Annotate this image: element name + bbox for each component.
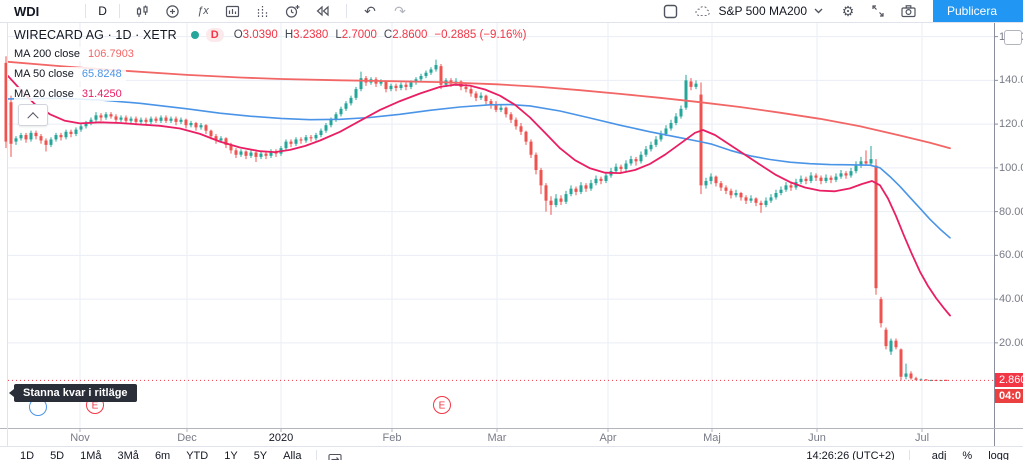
- chevron-up-icon: [27, 112, 39, 124]
- chart-style-candles-icon[interactable]: [131, 2, 155, 20]
- toolbar-divider: [908, 450, 910, 460]
- time-tick-label: Jul: [914, 432, 930, 444]
- stay-in-drawing-mode-tooltip: Stanna kvar i ritläge: [9, 384, 137, 402]
- ohlc-L: L2.7000: [335, 29, 377, 41]
- ohlc-H: H3.2380: [284, 29, 329, 41]
- chevron-down-icon: [814, 8, 823, 14]
- top-toolbar: WDI D ƒx: [0, 0, 1023, 23]
- symbol-button[interactable]: WDI: [14, 3, 40, 19]
- candlesticks: [4, 56, 948, 382]
- cloud-icon: [695, 6, 711, 17]
- interval-button[interactable]: D: [98, 4, 107, 18]
- range-button-1må[interactable]: 1Må: [80, 450, 102, 460]
- marker-dot-icon: [190, 31, 199, 39]
- ohlc-values: O3.0390 H3.2380 L2.7000 C2.8600 −0.2885 (−9.…: [234, 29, 527, 41]
- earnings-marker[interactable]: E: [433, 396, 451, 414]
- time-tick-label: 2020: [268, 432, 294, 444]
- last-price-label: 2.8600: [995, 373, 1023, 388]
- ma-legend-row[interactable]: MA 200 close 106.7903: [14, 47, 138, 61]
- indicator-templates-icon[interactable]: [221, 2, 245, 20]
- ohlc-O: O3.0390: [233, 29, 278, 41]
- range-button-3må[interactable]: 3Må: [117, 450, 139, 460]
- chart-legend: WIRECARD AG · 1D · XETR D O3.0390 H3.2380…: [14, 28, 527, 42]
- range-button-ytd[interactable]: YTD: [186, 450, 209, 460]
- publish-button[interactable]: Publicera: [933, 0, 1023, 22]
- time-tick-label: Jun: [808, 432, 826, 444]
- layout-icon[interactable]: [658, 2, 682, 20]
- ma-line-MA200[interactable]: [7, 60, 951, 150]
- ohlc-C: C2.8600: [383, 29, 428, 41]
- bar-replay-icon[interactable]: [311, 2, 335, 20]
- toolbar-divider: [345, 4, 347, 18]
- range-button-6m[interactable]: 6m: [154, 450, 171, 460]
- range-button-alla[interactable]: Alla: [283, 450, 302, 460]
- toolbar-divider: [315, 450, 317, 460]
- change-value: −0.2885 (−9.16%): [434, 29, 527, 41]
- camera-icon[interactable]: [896, 2, 920, 20]
- clock-label[interactable]: 14:26:26 (UTC+2): [806, 450, 895, 460]
- bottom-right-group: 14:26:26 (UTC+2) adj % logg: [806, 450, 1023, 460]
- price-tick-label: 80.00: [999, 205, 1023, 218]
- alert-clock-icon[interactable]: [281, 2, 305, 20]
- calendar-goto-icon[interactable]: [323, 450, 347, 460]
- legend-title[interactable]: WIRECARD AG · 1D · XETR: [14, 28, 177, 42]
- bottom-toolbar: 1D 5D 1Må 3Må 6m YTD 1Y 5Y Alla 14:26:26 (UTC+2)…: [0, 446, 1023, 460]
- left-pane-border: [7, 0, 8, 447]
- collapse-legend-button[interactable]: [18, 104, 48, 126]
- toolbar-divider: [85, 4, 87, 18]
- range-button-5y[interactable]: 5Y: [253, 450, 268, 460]
- undo-icon[interactable]: ↶: [364, 2, 376, 19]
- fundamentals-icon[interactable]: [251, 2, 275, 20]
- time-tick-label: Nov: [70, 432, 90, 444]
- fullscreen-icon[interactable]: [866, 2, 890, 20]
- time-tick-label: Maj: [703, 432, 721, 444]
- bar-countdown-label: 04:0: [995, 388, 1023, 403]
- log-scale-toggle[interactable]: logg: [988, 450, 1009, 460]
- time-tick-label: Dec: [177, 432, 197, 444]
- adjust-toggle[interactable]: adj: [931, 450, 947, 460]
- indicators-fx-icon[interactable]: ƒx: [197, 5, 209, 17]
- template-name: S&P 500 MA200: [718, 4, 807, 18]
- ma-line-MA20[interactable]: [7, 75, 951, 317]
- time-tick-label: Apr: [599, 432, 617, 444]
- interval-badge: D: [205, 28, 224, 42]
- ma-line-MA50[interactable]: [7, 97, 951, 239]
- price-tick-label: 20.00: [999, 336, 1023, 349]
- range-button-5d[interactable]: 5D: [50, 450, 65, 460]
- price-tick-label: 140.00: [999, 74, 1023, 87]
- redo-icon[interactable]: ↷: [394, 2, 406, 19]
- price-tick-label: 100.00: [999, 161, 1023, 174]
- toolbar-divider: [118, 4, 120, 18]
- svg-text:E: E: [439, 401, 446, 412]
- svg-text:E: E: [92, 401, 99, 412]
- price-scale-menu-box[interactable]: [1004, 30, 1022, 45]
- price-tick-label: 120.00: [999, 118, 1023, 131]
- gear-icon[interactable]: ⚙: [841, 2, 855, 19]
- compare-plus-icon[interactable]: [161, 2, 185, 20]
- time-tick-label: Feb: [382, 432, 402, 444]
- indicator-template-dropdown[interactable]: S&P 500 MA200: [695, 4, 823, 18]
- range-button-1d[interactable]: 1D: [20, 450, 35, 460]
- range-buttons: 1D 5D 1Må 3Må 6m YTD 1Y 5Y Alla: [0, 450, 310, 460]
- price-tick-label: 40.00: [999, 293, 1023, 306]
- range-button-1y[interactable]: 1Y: [224, 450, 238, 460]
- percent-toggle[interactable]: %: [962, 450, 973, 460]
- ma-legend-row[interactable]: MA 50 close 65.8248: [14, 67, 126, 81]
- ma-legend-row[interactable]: MA 20 close 31.4250: [14, 87, 126, 101]
- price-tick-label: 60.00: [999, 249, 1023, 262]
- toolbar-right-group: S&P 500 MA200 ⚙ Publicera: [655, 0, 1023, 22]
- time-tick-label: Mar: [487, 432, 507, 444]
